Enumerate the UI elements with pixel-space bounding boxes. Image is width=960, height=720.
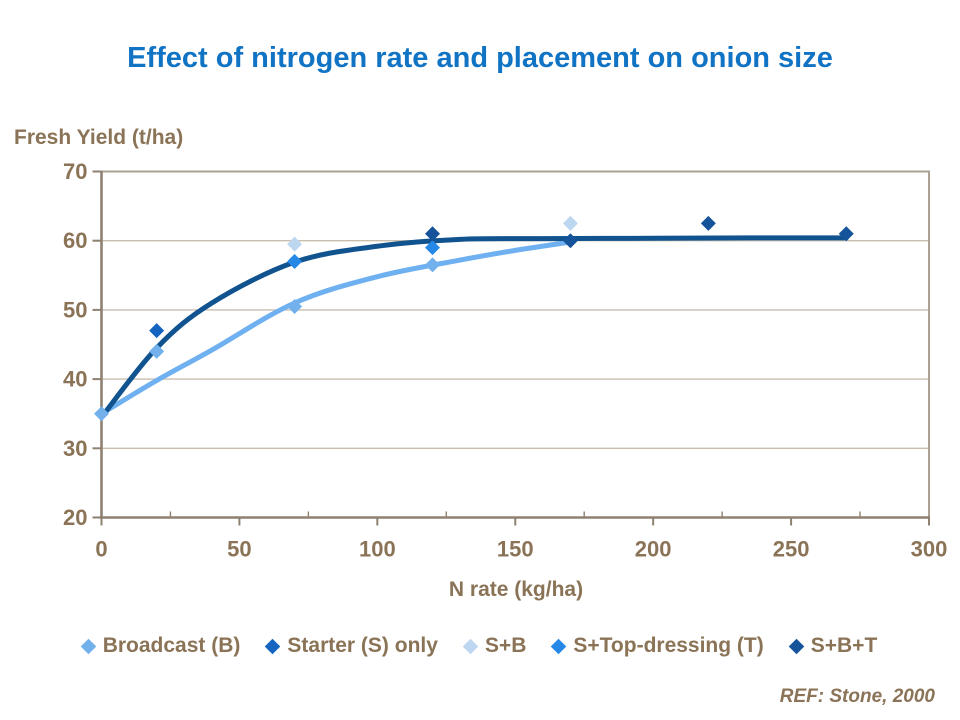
legend-label: S+B (484, 634, 527, 657)
y-axis-title: Fresh Yield (t/ha) (14, 126, 184, 149)
legend-diamond-icon (788, 638, 805, 654)
data-point-marker (287, 298, 303, 314)
x-tick-label: 200 (635, 537, 672, 562)
y-tick-label: 50 (63, 297, 87, 322)
x-tick-label: 300 (911, 537, 948, 562)
trend-curve (99, 239, 573, 417)
data-point-marker (562, 215, 578, 231)
legend-diamond-icon (265, 638, 281, 654)
legend-item: S+B+T (788, 634, 878, 658)
data-point-marker (287, 253, 303, 269)
legend-item: Broadcast (B) (80, 634, 241, 658)
legend-item: S+B (462, 634, 527, 658)
y-tick-label: 30 (63, 436, 87, 461)
y-tick-label: 60 (63, 228, 87, 253)
data-point-marker (287, 236, 303, 252)
legend-label: Starter (S) only (287, 634, 438, 657)
data-point-marker (425, 257, 440, 273)
legend-label: S+Top-dressing (T) (573, 634, 764, 657)
x-tick-label: 0 (95, 537, 107, 562)
data-point-marker (425, 226, 440, 242)
legend-item: Starter (S) only (265, 634, 438, 658)
trend-curve (99, 235, 849, 420)
y-tick-label: 20 (63, 505, 87, 530)
x-tick-label: 250 (773, 537, 810, 562)
legend-diamond-icon (462, 638, 479, 654)
data-point-marker (562, 233, 578, 249)
x-tick-label: 150 (497, 537, 534, 562)
data-point-marker (700, 215, 716, 231)
reference-note: REF: Stone, 2000 (779, 686, 935, 707)
legend-diamond-icon (551, 638, 567, 654)
data-point-marker (149, 323, 165, 339)
data-point-marker (149, 343, 165, 359)
data-point-marker (425, 240, 440, 256)
x-tick-label: 100 (359, 537, 396, 562)
data-point-marker (94, 406, 109, 422)
legend-item: S+Top-dressing (T) (551, 634, 764, 658)
legend-label: Broadcast (B) (102, 634, 241, 657)
legend: Broadcast (B) Starter (S) only S+B S+Top-dr… (0, 634, 960, 658)
x-axis-title: N rate (kg/ha) (448, 578, 584, 601)
y-tick-label: 70 (63, 159, 87, 184)
chart-title: Effect of nitrogen rate and placement on… (127, 42, 833, 74)
x-tick-label: 50 (227, 537, 251, 562)
legend-diamond-icon (80, 638, 96, 654)
y-tick-label: 40 (63, 367, 87, 392)
legend-label: S+B+T (810, 634, 878, 657)
data-point-marker (838, 226, 854, 242)
